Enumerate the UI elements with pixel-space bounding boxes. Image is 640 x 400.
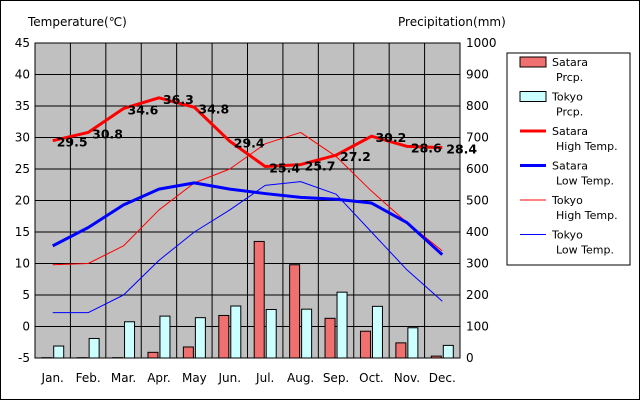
gridlines [35,43,460,358]
bar-satara-prcp [182,346,194,359]
right-tick-label: 400 [466,225,489,239]
x-tick-label: Feb. [76,371,101,385]
x-tick-label: Oct. [359,371,384,385]
x-tick-label: Jun. [218,371,242,385]
bar-satara-prcp [289,264,301,359]
right-tick-label: 0 [466,351,474,365]
axes: -5 0 5 10 15 20 25 30 35 40 45 0 100 200 300 400 500 600 7… [15,36,497,385]
x-tick-label: Jan. [41,371,64,385]
right-tick-label: 1000 [466,36,497,50]
legend-label: Satara [552,125,588,138]
data-label: 34.6 [128,103,159,118]
right-tick-label: 900 [466,68,489,82]
data-label: 29.5 [57,135,88,150]
bar-satara-prcp [359,330,371,359]
x-tick-label: Mar. [111,371,136,385]
legend-label: Low Temp. [556,244,614,257]
bar-tokyo-prcp [194,317,206,359]
precipitation-bars [41,240,454,359]
legend-label: Tokyo [551,91,583,104]
right-tick-label: 700 [466,131,489,145]
legend-label: High Temp. [556,140,618,153]
legend-label: Low Temp. [556,175,614,188]
bar-satara-prcp [430,355,442,359]
bar-tokyo-prcp [53,345,65,359]
bar-tokyo-prcp [124,321,136,359]
legend-label: Tokyo [551,229,583,242]
right-tick-label: 800 [466,99,489,113]
x-tick-label: Sep. [323,371,349,385]
left-tick-label: 40 [15,68,30,82]
legend-label: Prcp. [556,106,583,119]
bar-tokyo-prcp [371,305,383,359]
temperature-lines [52,96,444,314]
left-tick-label: 30 [15,131,30,145]
right-tick-label: 100 [466,320,489,334]
bar-satara-prcp [147,351,159,359]
right-axis-title: Precipitation(mm) [398,15,506,29]
right-tick-label: 600 [466,162,489,176]
right-tick-label: 300 [466,257,489,271]
data-label: 30.2 [375,130,406,145]
data-label: 29.4 [234,135,265,150]
bar-satara-prcp [395,342,407,359]
data-labels: 29.5 30.8 34.6 36.3 34.8 29.4 25.4 25.7 27.2 30.2… [57,92,478,176]
data-label: 34.8 [198,101,229,116]
legend-label: Prcp. [556,71,583,84]
data-label: 28.4 [446,142,477,157]
x-tick-label: Apr. [147,371,170,385]
right-tick-label: 500 [466,194,489,208]
x-tick-label: Jul. [255,371,274,385]
line-tokyo-high-temp. [52,131,443,266]
left-tick-label: 10 [15,257,30,271]
bar-satara-prcp [324,317,336,359]
bar-tokyo-prcp [265,308,277,359]
legend-swatch [519,56,547,68]
data-label: 28.6 [411,140,442,155]
data-label: 30.8 [92,126,123,141]
legend-label: High Temp. [556,209,618,222]
legend: Satara Prcp. Tokyo Prcp. Satara High Temp. Sat… [519,56,618,257]
left-tick-label: 25 [15,162,30,176]
x-tick-label: Dec. [429,371,456,385]
left-tick-label: -5 [18,351,30,365]
bar-tokyo-prcp [159,315,171,359]
bar-tokyo-prcp [88,337,100,359]
data-label: 25.4 [269,160,300,175]
bar-satara-prcp [218,314,230,359]
line-tokyo-low-temp. [52,181,443,314]
left-tick-label: 20 [15,194,30,208]
bar-tokyo-prcp [407,327,419,359]
x-tick-label: Nov. [394,371,420,385]
legend-box [506,52,631,266]
left-tick-label: 15 [15,225,30,239]
line-satara-low-temp. [52,181,444,256]
legend-label: Tokyo [551,194,583,207]
left-tick-label: 45 [15,36,30,50]
x-tick-label: May [182,371,207,385]
right-tick-label: 200 [466,288,489,302]
bar-tokyo-prcp [230,305,242,359]
bar-satara-prcp [253,240,265,359]
left-tick-label: 0 [22,320,30,334]
legend-label: Satara [552,160,588,173]
left-axis-title: Temperature(℃) [27,15,127,29]
bar-tokyo-prcp [336,291,348,359]
bar-tokyo-prcp [442,344,454,359]
data-label: 25.7 [305,159,336,174]
data-label: 27.2 [340,149,371,164]
left-tick-label: 5 [22,288,30,302]
legend-label: Satara [552,56,588,69]
data-label: 36.3 [163,92,194,107]
line-satara-high-temp. [52,96,443,168]
left-tick-label: 35 [15,99,30,113]
bar-tokyo-prcp [301,308,313,359]
x-tick-label: Aug. [287,371,314,385]
legend-swatch [519,91,547,102]
